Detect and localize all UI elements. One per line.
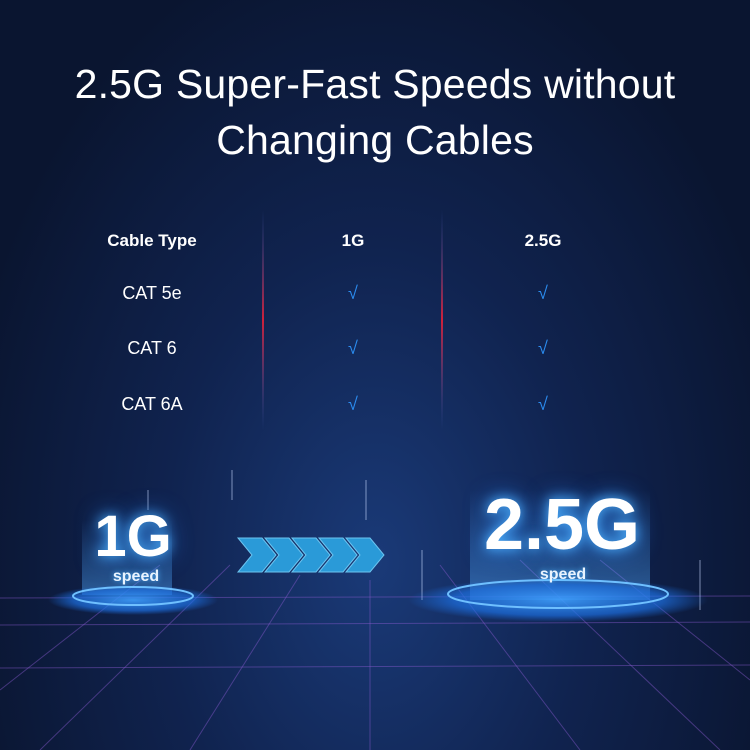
cable-cat6: CAT 6 bbox=[127, 338, 177, 358]
speed-1g-value: 1G bbox=[94, 504, 172, 569]
table-divider bbox=[441, 210, 443, 430]
speed-25g-value: 2.5G bbox=[483, 485, 641, 565]
check-icon: √ bbox=[538, 283, 548, 303]
platform-1g bbox=[48, 585, 218, 615]
header-25g: 2.5G bbox=[524, 231, 562, 250]
check-icon: √ bbox=[538, 394, 548, 414]
arrow-chevrons-icon bbox=[236, 537, 385, 573]
speed-1g-label: speed bbox=[112, 568, 160, 585]
cable-cat5e: CAT 5e bbox=[122, 283, 182, 303]
header-1g: 1G bbox=[341, 231, 365, 250]
platform-25g bbox=[408, 578, 708, 622]
headline-line1: 2.5G Super-Fast Speeds without bbox=[74, 61, 676, 107]
table-divider bbox=[262, 210, 264, 430]
cable-cat6a: CAT 6A bbox=[121, 394, 183, 414]
headline-line2: Changing Cables bbox=[216, 117, 534, 163]
platform-ring bbox=[72, 586, 194, 606]
floor-grid bbox=[0, 559, 750, 750]
check-icon: √ bbox=[348, 394, 358, 414]
speed-25g-label: speed bbox=[539, 566, 587, 583]
platform-ring bbox=[447, 579, 669, 609]
check-icon: √ bbox=[348, 338, 358, 358]
check-icon: √ bbox=[538, 338, 548, 358]
header-cable-type: Cable Type bbox=[107, 231, 197, 250]
check-icon: √ bbox=[348, 283, 358, 303]
light-beam bbox=[82, 520, 172, 595]
